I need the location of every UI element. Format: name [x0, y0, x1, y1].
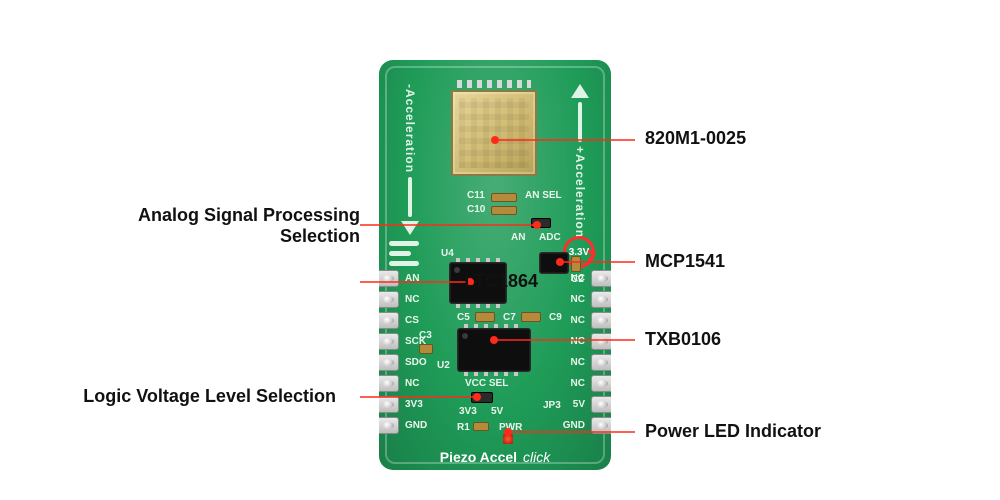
pin-right-5v [591, 396, 611, 413]
pin-right-nc [591, 291, 611, 308]
board-name-italic: click [523, 449, 550, 465]
pin-left-gnd [379, 417, 399, 434]
callout-vcc_sel: Logic Voltage Level Selection [76, 386, 336, 407]
header-right [591, 270, 611, 434]
pin-left-nc [379, 291, 399, 308]
silk-r1: R1 [457, 422, 470, 433]
callout-txb0106: TXB0106 [645, 329, 721, 350]
callout-sensor: 820M1-0025 [645, 128, 746, 149]
pin-label: GND [563, 420, 585, 431]
pin-label: 5V [573, 399, 585, 410]
brand-logo [389, 236, 419, 271]
pin-left-nc [379, 375, 399, 392]
silk-adc: ADC [539, 232, 561, 243]
jumper-vccsel [471, 392, 493, 403]
silk-c9: C9 [549, 312, 562, 323]
silk-c5: C5 [457, 312, 470, 323]
callout-pwr_led: Power LED Indicator [645, 421, 821, 442]
jumper-ansel [531, 218, 551, 228]
silk-u2: U2 [437, 360, 450, 371]
pin-left-sck [379, 333, 399, 350]
pcb-board: -Acceleration +Acceleration C11 C10 AN S… [379, 60, 611, 470]
pin-left-cs [379, 312, 399, 329]
pin-label: NC [571, 315, 585, 326]
label-plus-accel: +Acceleration [573, 146, 587, 238]
pin-right-nc [591, 333, 611, 350]
pin-label: NC [571, 378, 585, 389]
pin-right-nc [591, 354, 611, 371]
pin-right-nc [591, 375, 611, 392]
power-led [503, 434, 513, 444]
label-minus-accel: -Acceleration [403, 84, 417, 173]
diagram-stage: -Acceleration +Acceleration C11 C10 AN S… [0, 0, 1000, 500]
pin-label: SDO [405, 357, 427, 368]
pin-left-sdo [379, 354, 399, 371]
pin-label: NC [571, 294, 585, 305]
pin-label: NC [405, 294, 419, 305]
ic-mcp1541 [539, 252, 569, 274]
pin-label: 3V3 [405, 399, 423, 410]
pin-label: CS [405, 315, 419, 326]
silk-pwr: PWR [499, 422, 522, 433]
pin-label: NC [571, 273, 585, 284]
pin-left-3v3 [379, 396, 399, 413]
silk-ansel: AN SEL [525, 190, 562, 201]
silk-an: AN [511, 232, 525, 243]
callout-mcp1541: MCP1541 [645, 251, 725, 272]
silk-c11: C11 [467, 190, 485, 201]
silk-3v3: 3V3 [459, 406, 477, 417]
pin-label: SCK [405, 336, 426, 347]
header-left [379, 270, 399, 434]
ic-txb0106 [457, 328, 531, 372]
silk-c10: C10 [467, 204, 485, 215]
callout-ltc1864: LTC1864 [278, 271, 538, 292]
callout-an_sel: Analog Signal ProcessingSelection [100, 205, 360, 247]
pin-label: NC [571, 336, 585, 347]
silk-c7: C7 [503, 312, 516, 323]
board-name-bold: Piezo Accel [440, 449, 517, 465]
pin-label: NC [405, 378, 419, 389]
silk-vccsel: VCC SEL [465, 378, 508, 389]
silk-u4: U4 [441, 248, 454, 259]
pin-label: GND [405, 420, 427, 431]
board-name-bar: Piezo Accel click [379, 444, 611, 470]
arrow-plus-accel: +Acceleration [571, 84, 589, 238]
silk-jp3: JP3 [543, 400, 561, 411]
pin-right-nc [591, 312, 611, 329]
pin-right-gnd [591, 417, 611, 434]
arrow-minus-accel: -Acceleration [401, 84, 419, 235]
pin-right-nc [591, 270, 611, 287]
pin-label: NC [571, 357, 585, 368]
silk-5v: 5V [491, 406, 503, 417]
sensor-chip [451, 90, 537, 176]
